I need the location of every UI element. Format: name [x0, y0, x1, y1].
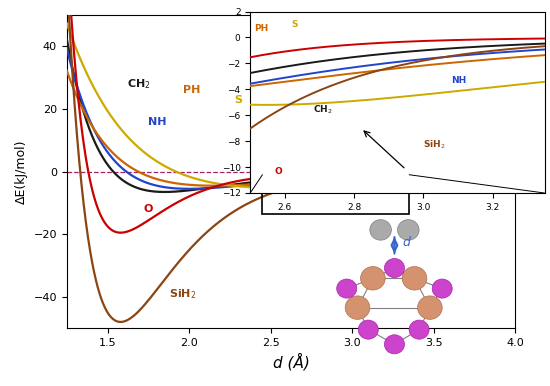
Text: CH$_2$: CH$_2$: [312, 104, 332, 116]
Text: $d$: $d$: [402, 235, 412, 249]
Circle shape: [417, 296, 442, 319]
Bar: [262, 175, 409, 214]
Text: PH: PH: [254, 24, 268, 33]
X-axis label: d (Å): d (Å): [272, 354, 310, 371]
Circle shape: [398, 220, 419, 240]
Text: SiH$_2$: SiH$_2$: [169, 287, 197, 301]
Text: CH$_2$: CH$_2$: [127, 77, 151, 91]
Circle shape: [409, 320, 429, 339]
Circle shape: [402, 267, 427, 290]
Circle shape: [384, 259, 404, 278]
Text: O: O: [274, 167, 282, 176]
Circle shape: [432, 279, 452, 298]
Text: S: S: [235, 95, 243, 105]
Text: NH: NH: [148, 117, 167, 127]
Text: NH: NH: [451, 76, 466, 85]
Circle shape: [361, 267, 385, 290]
Circle shape: [384, 335, 404, 354]
Y-axis label: ΔE(kJ/mol): ΔE(kJ/mol): [15, 139, 28, 204]
Circle shape: [358, 320, 378, 339]
Text: SiH$_2$: SiH$_2$: [424, 139, 446, 151]
Text: O: O: [144, 204, 153, 214]
Text: S: S: [292, 20, 298, 29]
Circle shape: [370, 220, 392, 240]
Text: PH: PH: [183, 85, 200, 95]
Circle shape: [345, 296, 370, 319]
Circle shape: [337, 279, 357, 298]
